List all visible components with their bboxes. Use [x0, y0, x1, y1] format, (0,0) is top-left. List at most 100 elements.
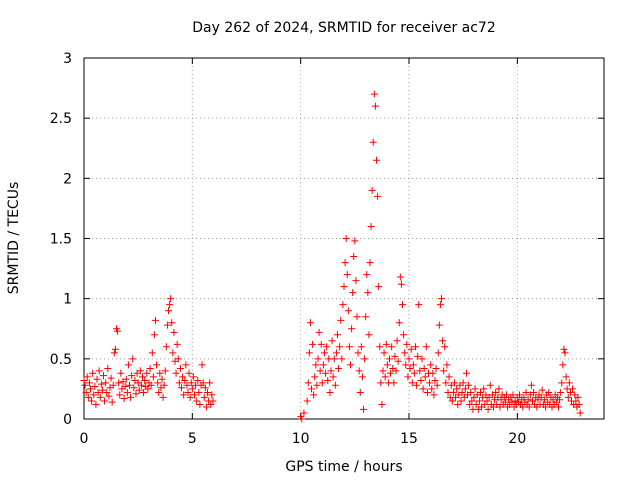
data-point [433, 381, 441, 389]
data-point [529, 397, 536, 405]
data-point [204, 389, 211, 397]
data-point [97, 380, 105, 388]
data-point [465, 381, 473, 389]
data-point [370, 90, 378, 98]
data-point [451, 379, 458, 387]
data-point [407, 345, 415, 353]
data-point [423, 389, 431, 397]
data-point [431, 376, 439, 384]
data-point [415, 301, 423, 309]
data-point [441, 343, 449, 351]
data-point [156, 369, 164, 377]
data-point [163, 321, 171, 329]
data-point [329, 373, 337, 381]
data-point [176, 364, 184, 372]
data-point [542, 403, 549, 411]
data-point [158, 375, 166, 383]
data-point [575, 401, 583, 409]
data-point [413, 381, 421, 389]
data-point [174, 355, 182, 363]
data-point [160, 381, 168, 389]
data-point [193, 397, 201, 405]
data-point [360, 405, 367, 413]
data-point [130, 384, 138, 392]
data-point [342, 235, 350, 242]
data-point [104, 364, 112, 372]
data-point [408, 379, 416, 387]
data-point [574, 393, 582, 401]
data-point [336, 343, 344, 351]
data-point [345, 343, 353, 351]
data-point [315, 328, 323, 336]
data-point [111, 345, 119, 353]
data-point [103, 389, 111, 397]
data-point [356, 389, 364, 397]
data-point [191, 391, 198, 399]
data-point [417, 376, 425, 384]
data-point [87, 385, 94, 393]
data-point [484, 405, 492, 413]
x-tick-label: 5 [188, 431, 197, 447]
data-point [380, 349, 388, 357]
data-point [445, 373, 453, 381]
data-point [565, 379, 573, 387]
data-point [569, 385, 577, 393]
data-point [520, 393, 528, 401]
data-point [468, 397, 476, 405]
data-point [471, 385, 479, 393]
data-point [96, 393, 104, 401]
data-point [173, 340, 181, 348]
data-point [386, 355, 393, 363]
data-point [355, 367, 363, 375]
data-point [381, 373, 389, 381]
data-point [206, 379, 214, 387]
data-point [309, 340, 317, 348]
x-tick-label: 0 [80, 431, 89, 447]
data-point [141, 376, 149, 384]
data-point [109, 381, 117, 389]
data-point [562, 373, 570, 381]
data-point [80, 376, 88, 384]
data-point [376, 343, 384, 351]
data-point [522, 389, 530, 397]
data-point [308, 385, 315, 393]
data-point [322, 369, 330, 377]
data-point [343, 271, 351, 279]
data-point [576, 409, 584, 417]
data-point [475, 397, 483, 405]
data-point [403, 340, 411, 348]
data-point [128, 372, 136, 380]
data-point [353, 313, 361, 321]
data-point [108, 398, 116, 406]
data-point [467, 389, 475, 397]
data-point [436, 301, 444, 309]
data-point [404, 373, 412, 381]
y-tick-label: 1 [63, 292, 72, 308]
data-point [332, 349, 340, 357]
data-point [208, 391, 216, 399]
data-point [364, 289, 372, 297]
data-point [432, 364, 440, 372]
data-point [144, 385, 152, 393]
data-point [438, 295, 445, 303]
data-point [477, 389, 484, 397]
data-point [382, 340, 390, 348]
data-point [98, 386, 106, 394]
data-point [555, 403, 562, 411]
data-point [202, 403, 210, 411]
data-point [116, 391, 124, 399]
data-point [100, 372, 107, 380]
data-point [88, 397, 96, 405]
data-point [354, 349, 362, 357]
data-point [351, 237, 359, 245]
data-point [428, 385, 436, 393]
data-point [461, 385, 469, 393]
data-point [390, 379, 398, 387]
data-point [123, 389, 131, 397]
data-point [166, 301, 174, 309]
data-point [318, 379, 326, 387]
data-point [559, 361, 567, 369]
data-point [132, 390, 140, 398]
data-point [421, 373, 429, 381]
data-point [453, 385, 461, 393]
